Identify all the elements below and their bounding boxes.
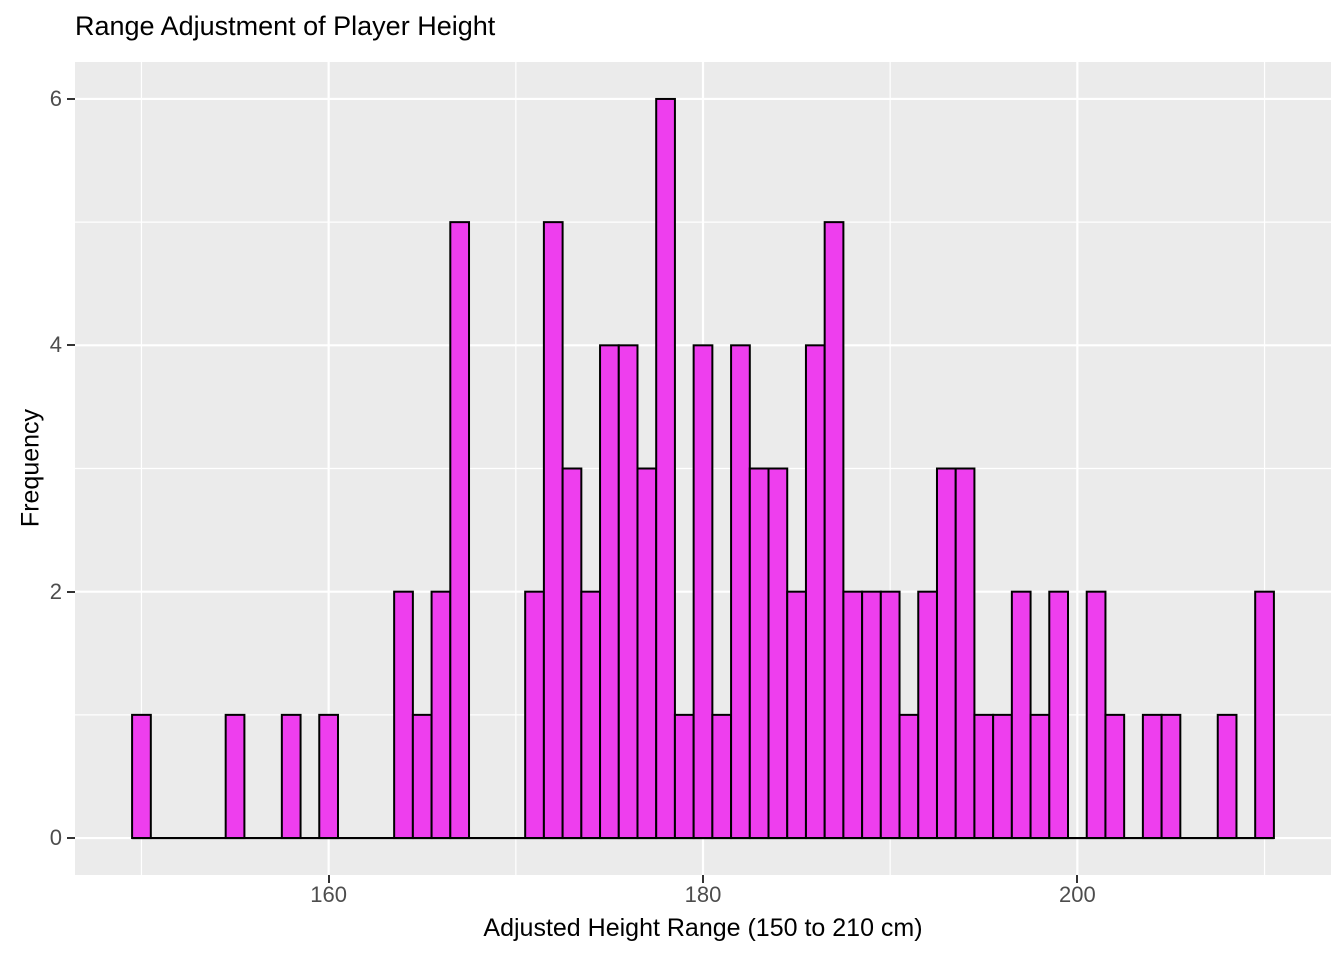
histogram-bar-173 bbox=[561, 467, 583, 840]
histogram-bar-190 bbox=[879, 590, 901, 840]
histogram-bar-150 bbox=[131, 713, 152, 840]
histogram-bar-202 bbox=[1104, 713, 1126, 840]
histogram-bar-194 bbox=[954, 467, 976, 840]
y-tick-label-2: 2 bbox=[49, 578, 62, 604]
chart-title: Range Adjustment of Player Height bbox=[75, 11, 496, 41]
histogram-bar-181 bbox=[711, 713, 733, 840]
histogram-bar-155 bbox=[224, 713, 246, 840]
histogram-bar-182 bbox=[730, 344, 751, 840]
histogram-bar-208 bbox=[1216, 713, 1238, 840]
histogram-bar-199 bbox=[1048, 590, 1070, 840]
y-tick-label-6: 6 bbox=[49, 85, 62, 111]
histogram-bar-164 bbox=[393, 590, 414, 840]
histogram-bar-165 bbox=[411, 713, 433, 840]
histogram-bar-177 bbox=[636, 467, 658, 840]
histogram-bar-191 bbox=[898, 713, 920, 840]
histogram-bar-184 bbox=[767, 467, 789, 840]
histogram-bar-195 bbox=[973, 713, 995, 840]
histogram-bar-167 bbox=[449, 221, 471, 840]
x-tick-label-160: 160 bbox=[310, 882, 347, 907]
histogram-bar-183 bbox=[748, 467, 770, 840]
histogram-bar-204 bbox=[1141, 713, 1163, 840]
histogram-bar-174 bbox=[580, 590, 602, 840]
plot-panel bbox=[75, 62, 1331, 875]
histogram-bar-197 bbox=[1010, 590, 1032, 840]
histogram-bar-175 bbox=[599, 344, 620, 840]
histogram-bar-201 bbox=[1085, 590, 1107, 840]
x-tick-label-200: 200 bbox=[1059, 882, 1096, 907]
histogram-bar-188 bbox=[842, 590, 864, 840]
histogram-bar-198 bbox=[1029, 713, 1051, 840]
y-tick-label-4: 4 bbox=[49, 332, 62, 358]
x-axis-title: Adjusted Height Range (150 to 210 cm) bbox=[483, 914, 923, 942]
histogram-bar-205 bbox=[1160, 713, 1182, 840]
histogram-bar-171 bbox=[524, 590, 545, 840]
histogram-bar-172 bbox=[542, 221, 564, 840]
histogram-svg bbox=[75, 62, 1331, 875]
y-axis-title: Frequency bbox=[16, 408, 45, 528]
histogram-bar-193 bbox=[935, 467, 957, 840]
y-tick-label-0: 0 bbox=[49, 825, 62, 851]
histogram-bar-187 bbox=[823, 221, 845, 840]
histogram-bar-185 bbox=[786, 590, 807, 840]
histogram-bar-160 bbox=[318, 713, 339, 840]
histogram-bar-180 bbox=[692, 344, 714, 840]
histogram-bar-192 bbox=[917, 590, 938, 840]
histogram-bar-158 bbox=[280, 713, 302, 840]
histogram-bar-176 bbox=[617, 344, 639, 840]
y-tick-mark-2 bbox=[67, 590, 75, 593]
histogram-bar-179 bbox=[673, 713, 695, 840]
histogram-bar-178 bbox=[655, 97, 676, 840]
x-tick-mark-180 bbox=[702, 875, 704, 883]
histogram-bar-186 bbox=[804, 344, 826, 840]
y-tick-mark-6 bbox=[67, 97, 75, 100]
y-tick-mark-0 bbox=[67, 837, 75, 840]
histogram-bar-189 bbox=[861, 590, 882, 840]
x-tick-label-180: 180 bbox=[684, 882, 722, 907]
histogram-bar-166 bbox=[430, 590, 452, 840]
y-tick-mark-4 bbox=[67, 344, 75, 347]
x-tick-mark-160 bbox=[327, 875, 330, 883]
histogram-bar-210 bbox=[1254, 590, 1275, 840]
histogram-bar-196 bbox=[992, 713, 1013, 840]
x-tick-mark-200 bbox=[1076, 875, 1079, 883]
